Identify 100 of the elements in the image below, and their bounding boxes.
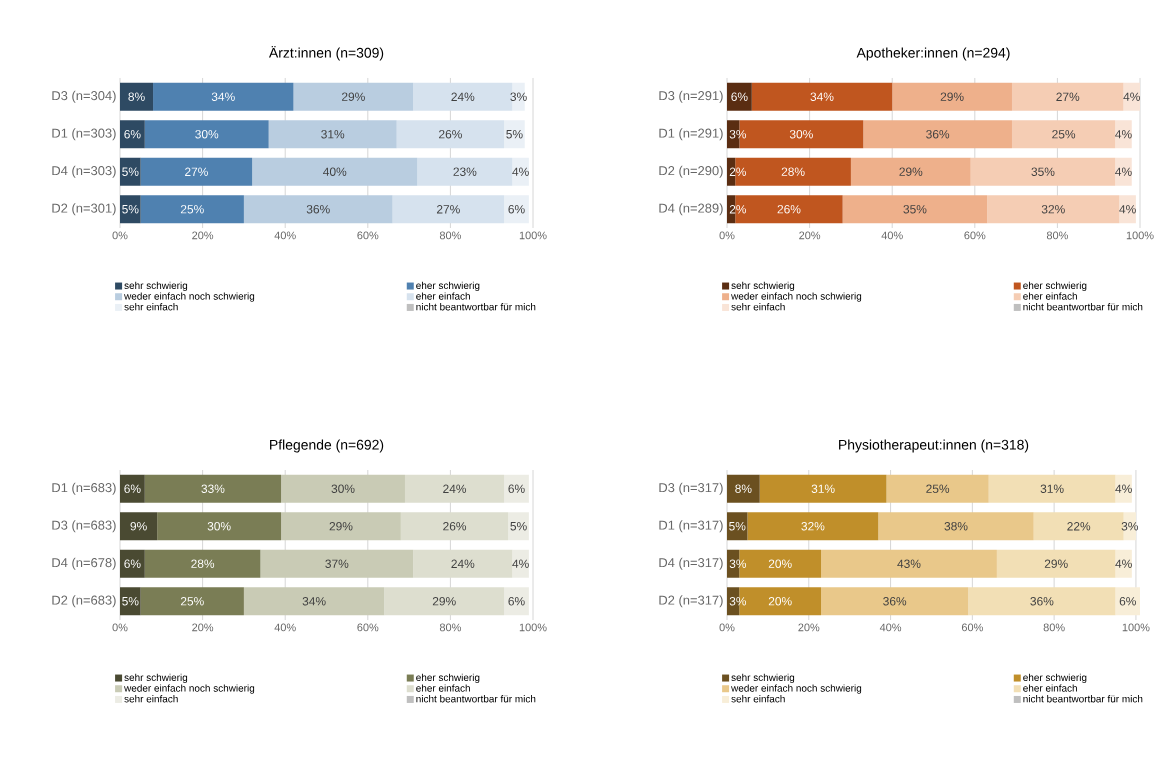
y-tick-label: D2 (n=683) [52,595,116,608]
bar [886,474,989,503]
x-tick-label: 40% [274,623,296,632]
data-label: 30% [207,522,231,531]
data-label: 43% [897,559,921,568]
bar [120,474,145,503]
data-label: 36% [883,597,907,606]
legend-label: sehr schwierig [731,673,795,683]
x-tick-label: 0% [719,623,735,632]
y-tick-label: D3 (n=291) [659,90,723,103]
x-tick-label: 0% [112,623,128,632]
bar [281,474,405,503]
data-label: 29% [1044,559,1068,568]
data-label: 3% [729,559,747,568]
legend-label: sehr einfach [124,303,178,311]
data-label: 6% [508,484,525,493]
bar [400,512,509,541]
chart-title: Physiotherapeut:innen (n=318) [839,439,1029,453]
bar [1011,82,1124,111]
bar [268,120,397,149]
data-label: 6% [731,92,748,101]
legend-label: nicht beantwortbar für mich [1023,695,1143,703]
x-tick-label: 20% [192,231,214,240]
legend-label: nicht beantwortbar für mich [1023,303,1143,311]
data-label: 5% [729,522,746,531]
bar [144,120,269,149]
data-label: 24% [451,92,475,101]
legend-label: weder einfach noch schwierig [124,684,255,694]
bar [144,549,261,578]
data-label: 2% [729,205,747,214]
bar [120,120,145,149]
data-label: 4% [512,559,529,568]
data-label: 6% [124,484,141,493]
bar [512,549,529,578]
bar [987,195,1120,224]
data-label: 4% [1119,205,1136,214]
y-tick-label: D4 (n=289) [659,203,723,216]
data-label: 8% [735,484,752,493]
data-label: 3% [510,92,527,101]
data-label: 35% [903,205,927,214]
bar [892,82,1012,111]
data-label: 25% [180,205,204,214]
bar [1119,195,1136,224]
bar [392,195,505,224]
x-tick-label: 40% [274,231,296,240]
data-label: 5% [122,597,139,606]
bar [878,512,1034,541]
bar [1115,120,1132,149]
legend-label: eher schwierig [416,673,480,683]
x-tick-label: 60% [964,231,986,240]
data-label: 31% [321,130,345,139]
legend-label: eher einfach [1023,684,1077,692]
bar [140,195,244,224]
data-label: 22% [1067,522,1091,531]
bar [863,120,1012,149]
bar [747,512,879,541]
bar [1115,549,1132,578]
data-label: 6% [124,559,141,568]
bar [727,474,760,503]
y-tick-label: D1 (n=683) [52,482,116,495]
y-tick-label: D1 (n=317) [659,520,723,533]
data-label: 29% [329,522,353,531]
y-tick-label: D1 (n=291) [659,128,723,141]
y-tick-label: D2 (n=290) [659,165,723,178]
data-label: 24% [443,484,467,493]
x-tick-label: 80% [1046,231,1068,240]
x-tick-label: 100% [1126,231,1154,240]
data-label: 8% [128,92,145,101]
data-label: 40% [323,167,347,176]
legend-label: sehr einfach [124,695,178,703]
x-tick-label: 80% [439,623,461,632]
bar [988,474,1116,503]
y-tick-label: D4 (n=303) [52,165,116,178]
x-tick-label: 40% [881,231,903,240]
bar [759,474,887,503]
y-tick-label: D2 (n=317) [659,595,723,608]
legend-label: eher schwierig [1023,281,1087,291]
x-tick-label: 20% [799,231,821,240]
legend-label: eher einfach [416,684,470,692]
legend-label: weder einfach noch schwierig [124,292,255,302]
bar [1123,82,1141,111]
data-label: 37% [325,559,349,568]
data-label: 33% [201,484,225,493]
x-tick-label: 0% [112,231,128,240]
data-label: 31% [811,484,835,493]
chart-title: Ärzt:innen (n=309) [268,45,384,61]
bar [504,195,529,224]
bar [120,195,141,224]
data-label: 29% [341,92,365,101]
legend-label: eher schwierig [416,281,480,291]
legend-label: nicht beantwortbar für mich [416,695,536,703]
bar [120,549,145,578]
bar [968,587,1116,616]
bar [850,157,971,186]
data-label: 36% [926,130,950,139]
bar [384,587,505,616]
data-label: 38% [944,522,968,531]
bar [996,549,1116,578]
bar [293,82,414,111]
data-label: 25% [180,597,204,606]
